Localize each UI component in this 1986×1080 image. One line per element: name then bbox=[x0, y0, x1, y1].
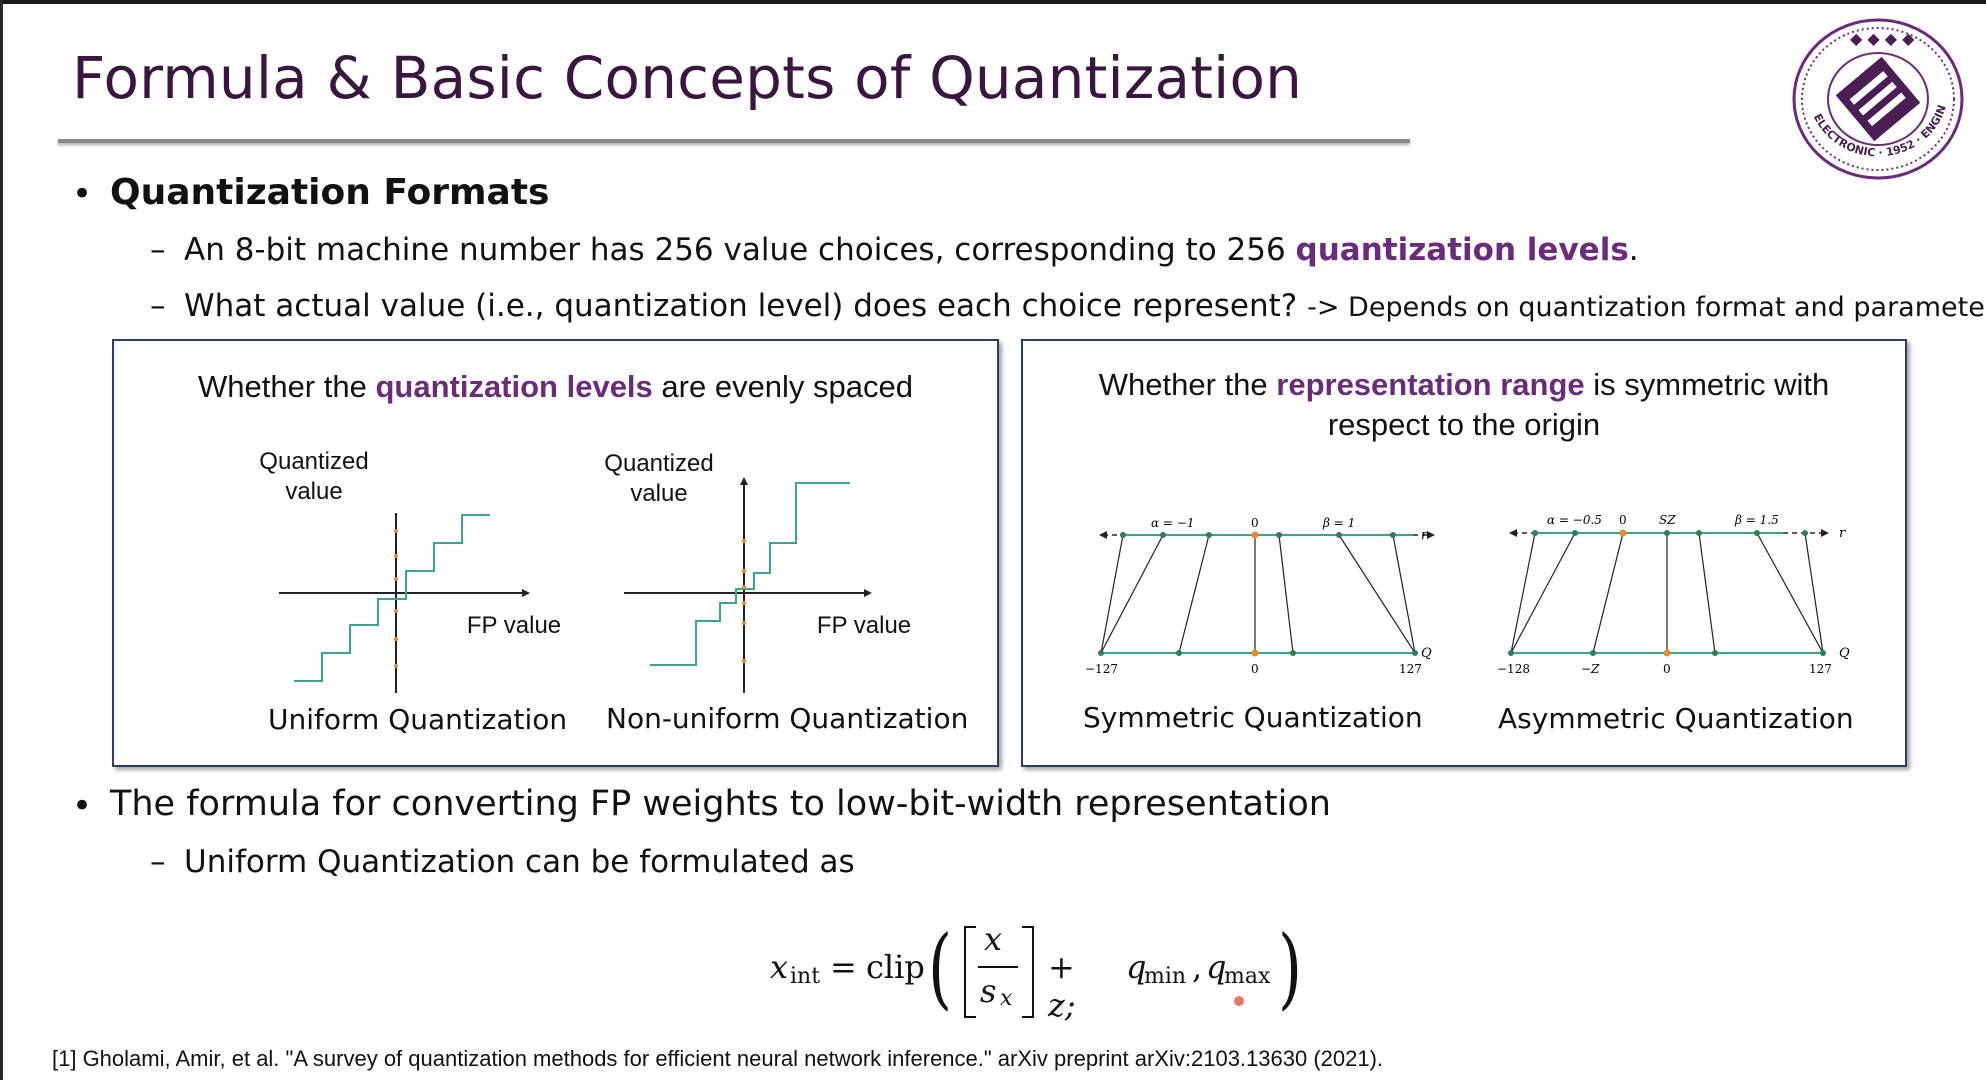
slide-title: Formula & Basic Concepts of Quantization bbox=[72, 44, 1303, 112]
sym-max-label: 127 bbox=[1399, 662, 1422, 676]
asym-beta-label: β = 1.5 bbox=[1734, 513, 1779, 527]
sub-bullet-note: -> Depends on quantization format and pa… bbox=[1307, 292, 1986, 323]
sym-zero-top-label: 0 bbox=[1251, 516, 1259, 530]
step-function-plots bbox=[279, 477, 872, 693]
bullet-dot: • bbox=[72, 174, 93, 214]
nonuniform-origin-ticks bbox=[742, 539, 746, 663]
asym-zero-bottom-label: 0 bbox=[1663, 662, 1671, 676]
sym-alpha-label: α = −1 bbox=[1151, 516, 1194, 530]
asym-sz-label: SZ bbox=[1659, 513, 1676, 527]
symmetric-diagram: α = −1 0 β = 1 r −127 0 127 Q bbox=[1085, 516, 1435, 676]
citation-reference: [1] Gholami, Amir, et al. "A survey of q… bbox=[52, 1046, 1384, 1071]
uniform-xlabel: FP value bbox=[466, 612, 562, 639]
sub-bullet-uniform-formula: – Uniform Quantization can be formulated … bbox=[150, 844, 855, 880]
panel-right-heading: Whether the representation range is symm… bbox=[1098, 367, 1830, 442]
nonuniform-ylabel: Quantized value bbox=[604, 450, 714, 507]
nonuniform-steps bbox=[650, 482, 850, 666]
asym-neg-z-label: −Z bbox=[1581, 662, 1600, 676]
uniform-ylabel: Quantized value bbox=[259, 448, 369, 505]
asym-r-label: r bbox=[1839, 526, 1846, 541]
university-seal-icon: ELECTRONIC · 1952 · ENGINEERING ◆ ◆ ◆ ◆ bbox=[1790, 16, 1964, 180]
panel-evenly-spaced: Whether the quantization levels are even… bbox=[112, 339, 999, 767]
title-underline bbox=[58, 139, 1410, 143]
bullet-dot-2: • bbox=[72, 786, 93, 826]
sym-beta-label: β = 1 bbox=[1322, 516, 1355, 530]
top-edge-line bbox=[0, 0, 1986, 4]
sym-r-label: r bbox=[1421, 528, 1428, 543]
panel-symmetric-range: Whether the representation range is symm… bbox=[1021, 339, 1907, 767]
caption-symmetric: Symmetric Quantization bbox=[1083, 701, 1423, 734]
svg-text:◆ ◆ ◆ ◆: ◆ ◆ ◆ ◆ bbox=[1850, 29, 1915, 48]
left-edge-line bbox=[0, 0, 3, 1080]
uniform-origin-ticks bbox=[394, 529, 398, 668]
bullet-formula-heading: The formula for converting FP weights to… bbox=[110, 784, 1331, 824]
asym-alpha-label: α = −0.5 bbox=[1547, 513, 1602, 527]
asymmetric-diagram: α = −0.5 0 SZ β = 1.5 r −128 −Z 0 127 Q bbox=[1497, 513, 1850, 676]
highlight-quantization-levels: quantization levels bbox=[1295, 232, 1629, 268]
asym-min-label: −128 bbox=[1497, 662, 1530, 676]
sub-bullet-actual-value: – What actual value (i.e., quantization l… bbox=[150, 288, 1986, 324]
asym-q-label: Q bbox=[1839, 646, 1850, 661]
caption-uniform: Uniform Quantization bbox=[268, 703, 568, 736]
asym-zero-top-label: 0 bbox=[1619, 513, 1627, 527]
cursor-dot bbox=[1234, 996, 1244, 1006]
uniform-steps bbox=[294, 514, 490, 682]
sym-q-label: Q bbox=[1421, 646, 1432, 661]
sym-min-label: −127 bbox=[1085, 662, 1118, 676]
caption-asymmetric: Asymmetric Quantization bbox=[1498, 702, 1854, 735]
sym-zero-bottom-label: 0 bbox=[1251, 662, 1259, 676]
panel-left-heading: Whether the quantization levels are even… bbox=[197, 369, 914, 404]
asym-max-label: 127 bbox=[1809, 662, 1832, 676]
caption-nonuniform: Non-uniform Quantization bbox=[606, 702, 969, 735]
bullet-quantization-formats: Quantization Formats bbox=[110, 172, 550, 213]
sub-bullet-levels: – An 8-bit machine number has 256 value c… bbox=[150, 232, 1639, 268]
nonuniform-xlabel: FP value bbox=[816, 612, 912, 639]
range-mapping-diagrams: α = −1 0 β = 1 r −127 0 127 Q bbox=[1085, 513, 1850, 676]
